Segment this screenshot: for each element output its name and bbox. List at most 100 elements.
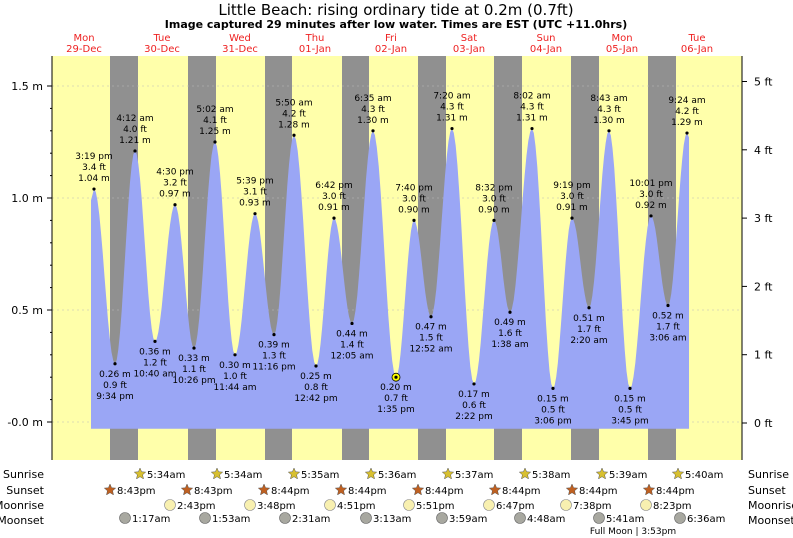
day-name-label: Wed — [229, 33, 251, 44]
sunset-time: 8:43pm — [194, 486, 233, 497]
tide-ft-label: 1.6 ft — [498, 329, 522, 339]
tide-point — [253, 212, 257, 216]
sunset-time: 8:44pm — [425, 486, 464, 497]
sunrise-icon — [210, 467, 224, 480]
tide-time-label: 5:50 am — [275, 98, 312, 108]
moonrise-time: 2:43pm — [177, 501, 216, 512]
moonset-icon — [593, 512, 605, 524]
tide-point — [551, 386, 555, 390]
tide-m-label: 0.90 m — [478, 205, 510, 215]
moonrise-time: 6:47pm — [496, 501, 535, 512]
day-date-label: 04-Jan — [530, 44, 562, 55]
chart-title: Little Beach: rising ordinary tide at 0.… — [218, 1, 573, 19]
row-label-right: Sunset — [748, 484, 786, 497]
tide-time-label: 9:34 pm — [96, 392, 134, 402]
tide-ft-label: 0.7 ft — [384, 394, 408, 404]
tide-point — [685, 131, 689, 135]
tide-point — [350, 321, 354, 326]
tide-time-label: 5:02 am — [196, 105, 233, 115]
moonrise-icon — [164, 499, 176, 511]
sunrise-time: 5:40am — [685, 470, 723, 481]
tide-time-label: 9:24 am — [668, 96, 705, 106]
moonset-time: 3:13am — [373, 514, 411, 525]
tide-ft-label: 3.0 ft — [639, 190, 663, 200]
sunrise-time: 5:39am — [609, 470, 647, 481]
moonset-time: 4:48am — [527, 514, 565, 525]
tide-m-label: 1.31 m — [516, 114, 548, 124]
y-tick-label-ft: 2 ft — [754, 280, 773, 293]
tide-m-label: 0.44 m — [336, 329, 368, 339]
tide-time-label: 7:20 am — [433, 92, 470, 102]
tide-point — [292, 133, 296, 137]
tide-time-label: 8:32 pm — [475, 183, 513, 193]
tide-ft-label: 0.6 ft — [462, 401, 486, 411]
day-name-label: Mon — [611, 33, 632, 44]
sunset-icon — [642, 483, 656, 496]
moonrise-icon — [403, 499, 415, 511]
moonrise-icon — [244, 499, 256, 511]
moonrise-icon — [640, 499, 652, 511]
tide-time-label: 8:02 am — [513, 92, 550, 102]
day-date-label: 05-Jan — [606, 44, 638, 55]
tide-ft-label: 1.5 ft — [419, 334, 443, 344]
sunrise-time: 5:35am — [301, 470, 339, 481]
day-name-label: Tue — [687, 33, 705, 44]
moonset-time: 1:53am — [212, 514, 250, 525]
tide-time-label: 3:06 am — [649, 334, 686, 344]
moonset-icon — [514, 512, 526, 524]
sunrise-icon — [671, 467, 685, 480]
tide-ft-label: 1.3 ft — [262, 352, 286, 362]
tide-ft-label: 4.1 ft — [203, 116, 227, 126]
axes: -0.0 m 0.5 m 1.0 m 1.5 m 0 ft 1 ft 2 ft 3 ft 4 f… — [7, 56, 773, 460]
moonrise-icon — [483, 499, 495, 511]
tide-m-label: 1.04 m — [78, 174, 110, 184]
moonset-icon — [360, 512, 372, 524]
tide-m-label: 0.91 m — [318, 203, 350, 213]
moonset-icon — [279, 512, 291, 524]
tide-time-label: 10:40 am — [133, 369, 176, 379]
moonset-time: 2:31am — [292, 514, 330, 525]
tide-m-label: 0.97 m — [159, 190, 191, 200]
sunset-icon — [257, 483, 271, 496]
moonset-icon — [199, 512, 211, 524]
tide-m-label: 1.31 m — [436, 114, 468, 124]
tide-ft-label: 0.9 ft — [103, 381, 127, 391]
tide-m-label: 0.93 m — [239, 199, 271, 209]
sunrise-time: 5:37am — [455, 470, 493, 481]
y-tick-label-ft: 0 ft — [754, 417, 773, 430]
moonrise-time: 4:51pm — [337, 501, 376, 512]
day-date-label: 01-Jan — [299, 44, 331, 55]
sunrise-icon — [287, 467, 301, 480]
moonrise-icon — [324, 499, 336, 511]
day-date-label: 29-Dec — [66, 44, 102, 55]
tide-ft-label: 1.7 ft — [656, 323, 680, 333]
moonrise-time: 5:51pm — [416, 501, 455, 512]
tide-point — [332, 216, 336, 220]
tide-m-label: 1.21 m — [119, 136, 151, 146]
tide-ft-label: 4.3 ft — [597, 105, 621, 115]
tide-ft-label: 3.0 ft — [322, 192, 346, 202]
tide-ft-label: 4.2 ft — [282, 109, 306, 119]
tide-point — [153, 339, 157, 343]
y-tick-label-ft: 1 ft — [754, 349, 773, 362]
tide-m-label: 0.17 m — [458, 390, 490, 400]
moonrise-icon — [560, 499, 572, 511]
day-name-label: Tue — [152, 33, 170, 44]
tide-time-label: 1:35 pm — [377, 405, 415, 415]
sunset-time: 8:44pm — [656, 486, 695, 497]
day-date-label: 30-Dec — [144, 44, 180, 55]
tide-ft-label: 1.0 ft — [223, 372, 247, 382]
y-tick-label-ft: 5 ft — [754, 76, 773, 89]
tide-ft-label: 3.4 ft — [82, 163, 106, 173]
tide-point — [649, 214, 653, 218]
tide-point — [429, 315, 433, 319]
tide-m-label: 0.36 m — [139, 347, 171, 357]
moonrise-time: 7:38pm — [573, 501, 612, 512]
day-name-label: Sun — [536, 33, 555, 44]
tide-ft-label: 3.0 ft — [402, 194, 426, 204]
sunset-icon — [565, 483, 579, 496]
tide-time-label: 11:44 am — [213, 383, 256, 393]
tide-m-label: 1.25 m — [199, 127, 231, 137]
tide-ft-label: 1.4 ft — [340, 340, 364, 350]
tide-m-label: 1.28 m — [278, 120, 310, 130]
